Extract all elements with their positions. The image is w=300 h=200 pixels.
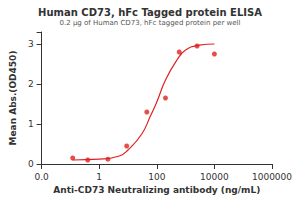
svg-text:1: 1 [28,119,34,129]
svg-text:0: 0 [28,159,34,169]
svg-text:3: 3 [28,39,34,49]
svg-text:10000: 10000 [200,172,229,182]
svg-text:Mean Abs.(OD450): Mean Abs.(OD450) [8,51,18,146]
svg-text:0.2 μg of Human CD73, hFc tagg: 0.2 μg of Human CD73, hFc tagged protein… [60,19,241,27]
svg-text:2: 2 [28,79,34,89]
svg-text:1000000: 1000000 [252,172,292,182]
svg-text:100: 100 [148,172,165,182]
svg-text:Anti-CD73 Neutralizing antibod: Anti-CD73 Neutralizing antibody (ng/mL) [53,185,260,195]
svg-text:Human CD73, hFc Tagged protein: Human CD73, hFc Tagged protein ELISA [38,7,262,18]
svg-text:1: 1 [96,172,102,182]
svg-text:0.0: 0.0 [34,172,49,182]
